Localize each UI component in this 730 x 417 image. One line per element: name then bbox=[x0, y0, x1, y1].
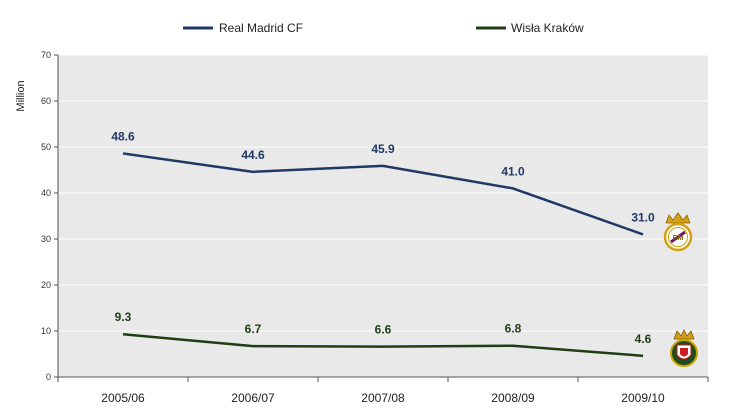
data-label: 31.0 bbox=[631, 210, 655, 224]
series-lines bbox=[122, 152, 644, 358]
y-tick-label: 30 bbox=[41, 234, 51, 244]
wisla-krakow-crest-icon bbox=[670, 329, 698, 367]
legend-label-real-madrid: Real Madrid CF bbox=[219, 21, 303, 35]
y-tick-label: 40 bbox=[41, 188, 51, 198]
svg-text:RM: RM bbox=[673, 235, 684, 242]
y-tick-label: 50 bbox=[41, 142, 51, 152]
real-madrid-crest-icon: RM bbox=[663, 212, 693, 252]
y-axis-ticks: 0 10 20 30 40 50 60 70 bbox=[41, 50, 58, 382]
x-axis-ticks: 2005/06 2006/07 2007/08 2008/09 2009/10 bbox=[57, 377, 709, 405]
data-label: 4.6 bbox=[635, 332, 652, 346]
x-tick-label: 2006/07 bbox=[231, 391, 275, 405]
data-label: 6.8 bbox=[505, 322, 522, 336]
x-tick-label: 2005/06 bbox=[101, 391, 145, 405]
legend-label-wisla-krakow: Wisła Kraków bbox=[511, 21, 584, 35]
data-label: 44.6 bbox=[241, 148, 265, 162]
y-tick-label: 0 bbox=[46, 372, 51, 382]
y-tick-label: 60 bbox=[41, 96, 51, 106]
data-label: 9.3 bbox=[115, 310, 132, 324]
gridlines bbox=[58, 54, 708, 332]
x-tick-label: 2009/10 bbox=[621, 391, 665, 405]
y-tick-label: 10 bbox=[41, 326, 51, 336]
legend: Real Madrid CF Wisła Kraków bbox=[183, 21, 584, 35]
plot-area bbox=[58, 55, 708, 377]
data-label: 45.9 bbox=[371, 142, 395, 156]
y-tick-label: 20 bbox=[41, 280, 51, 290]
data-label: 6.7 bbox=[245, 322, 262, 336]
x-tick-label: 2007/08 bbox=[361, 391, 405, 405]
data-label: 6.6 bbox=[375, 323, 392, 337]
y-axis-label: Million bbox=[15, 80, 27, 111]
data-labels: 48.6 44.6 45.9 41.0 31.0 9.3 6.7 6.6 6.8 4.6 bbox=[111, 129, 655, 345]
x-tick-label: 2008/09 bbox=[491, 391, 535, 405]
data-label: 41.0 bbox=[501, 164, 525, 178]
y-tick-label: 70 bbox=[41, 50, 51, 60]
data-label: 48.6 bbox=[111, 129, 135, 143]
